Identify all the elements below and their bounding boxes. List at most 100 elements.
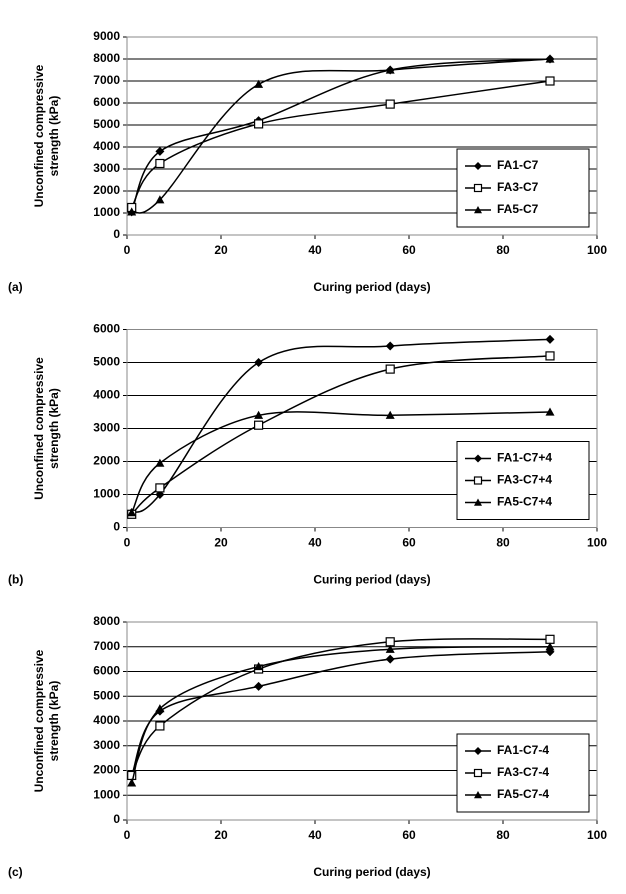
legend-label: FA1-C7-4 [497, 743, 549, 757]
panel-label: (b) [8, 573, 23, 587]
x-tick-label: 0 [124, 536, 131, 550]
marker [254, 119, 264, 129]
y-tick-label: 3000 [93, 161, 120, 175]
marker [545, 351, 555, 361]
marker [155, 458, 165, 467]
x-tick-label: 100 [587, 828, 607, 842]
marker [155, 158, 165, 169]
y-tick-label: 7000 [93, 639, 120, 653]
x-tick-label: 20 [214, 536, 228, 550]
x-tick-label: 80 [496, 536, 510, 550]
legend-label: FA3-C7 [497, 180, 539, 194]
marker [254, 662, 264, 671]
x-tick-label: 20 [214, 243, 228, 257]
y-tick-label: 6000 [93, 664, 120, 678]
y-tick-label: 2000 [93, 183, 120, 197]
y-tick-label: 1000 [93, 205, 120, 219]
y-tick-label: 5000 [93, 688, 120, 702]
x-axis-label: Curing period (days) [313, 280, 430, 294]
marker [385, 637, 395, 647]
marker [155, 483, 165, 493]
x-tick-label: 20 [214, 828, 228, 842]
y-tick-label: 3000 [93, 738, 120, 752]
x-tick-label: 60 [402, 828, 416, 842]
x-tick-label: 60 [402, 243, 416, 257]
marker [254, 410, 264, 419]
marker [155, 721, 165, 731]
y-tick-label: 7000 [93, 73, 120, 87]
x-tick-label: 80 [496, 243, 510, 257]
x-tick-label: 100 [587, 536, 607, 550]
y-tick-label: 5000 [93, 355, 120, 369]
y-tick-label: 2000 [93, 763, 120, 777]
marker [385, 364, 395, 374]
x-tick-label: 80 [496, 828, 510, 842]
y-axis-label: Unconfined compressive [32, 64, 46, 207]
y-tick-label: 4000 [93, 388, 120, 402]
y-tick-label: 1000 [93, 487, 120, 501]
legend-label: FA1-C7+4 [497, 451, 552, 465]
plot-border [126, 621, 598, 821]
y-tick-label: 9000 [93, 29, 120, 43]
marker [474, 791, 482, 799]
marker [473, 183, 483, 193]
marker [127, 508, 137, 517]
y-tick-label: 4000 [93, 713, 120, 727]
marker [155, 146, 165, 156]
legend-label: FA5-C7-4 [497, 787, 549, 801]
marker [254, 681, 264, 691]
x-tick-label: 60 [402, 536, 416, 550]
x-tick-label: 100 [587, 243, 607, 257]
marker [473, 476, 483, 485]
marker [127, 778, 137, 787]
y-axis-label: strength (kPa) [47, 96, 61, 177]
marker [254, 79, 264, 88]
y-tick-label: 4000 [93, 139, 120, 153]
marker [385, 644, 395, 653]
x-axis-label: Curing period (days) [313, 573, 430, 587]
marker [545, 54, 555, 63]
y-tick-label: 0 [113, 812, 120, 826]
y-tick-label: 5000 [93, 117, 120, 131]
x-tick-label: 40 [308, 536, 322, 550]
y-tick-label: 8000 [93, 51, 120, 65]
marker [545, 634, 555, 644]
marker [474, 747, 482, 755]
marker [545, 76, 555, 86]
marker [545, 407, 555, 416]
marker [155, 195, 165, 204]
x-tick-label: 0 [124, 243, 131, 257]
y-axis-label: Unconfined compressive [32, 649, 46, 792]
y-tick-label: 6000 [93, 95, 120, 109]
y-tick-label: 1000 [93, 787, 120, 801]
marker [155, 704, 165, 713]
x-axis-label: Curing period (days) [313, 865, 430, 879]
legend-label: FA3-C7-4 [497, 765, 549, 779]
marker [385, 341, 395, 351]
legend-label: FA3-C7+4 [497, 473, 552, 487]
x-tick-label: 0 [124, 828, 131, 842]
series-line [130, 646, 551, 784]
y-tick-label: 0 [113, 520, 120, 534]
panel-label: (c) [8, 865, 23, 879]
marker [254, 358, 264, 367]
plot-border [126, 329, 598, 528]
marker [474, 454, 482, 463]
panel-label: (a) [8, 280, 23, 294]
plot-border [126, 36, 598, 236]
marker [474, 162, 482, 170]
marker [474, 206, 482, 214]
marker [385, 65, 395, 74]
y-tick-label: 6000 [93, 322, 120, 336]
marker [545, 334, 555, 344]
y-tick-label: 2000 [93, 454, 120, 468]
marker [385, 410, 395, 419]
marker [545, 642, 555, 651]
y-axis-label: strength (kPa) [47, 681, 61, 762]
y-axis-label: strength (kPa) [47, 388, 61, 469]
y-axis-label: Unconfined compressive [32, 357, 46, 500]
y-tick-label: 0 [113, 227, 120, 241]
series-line [131, 58, 551, 213]
marker [127, 207, 137, 216]
